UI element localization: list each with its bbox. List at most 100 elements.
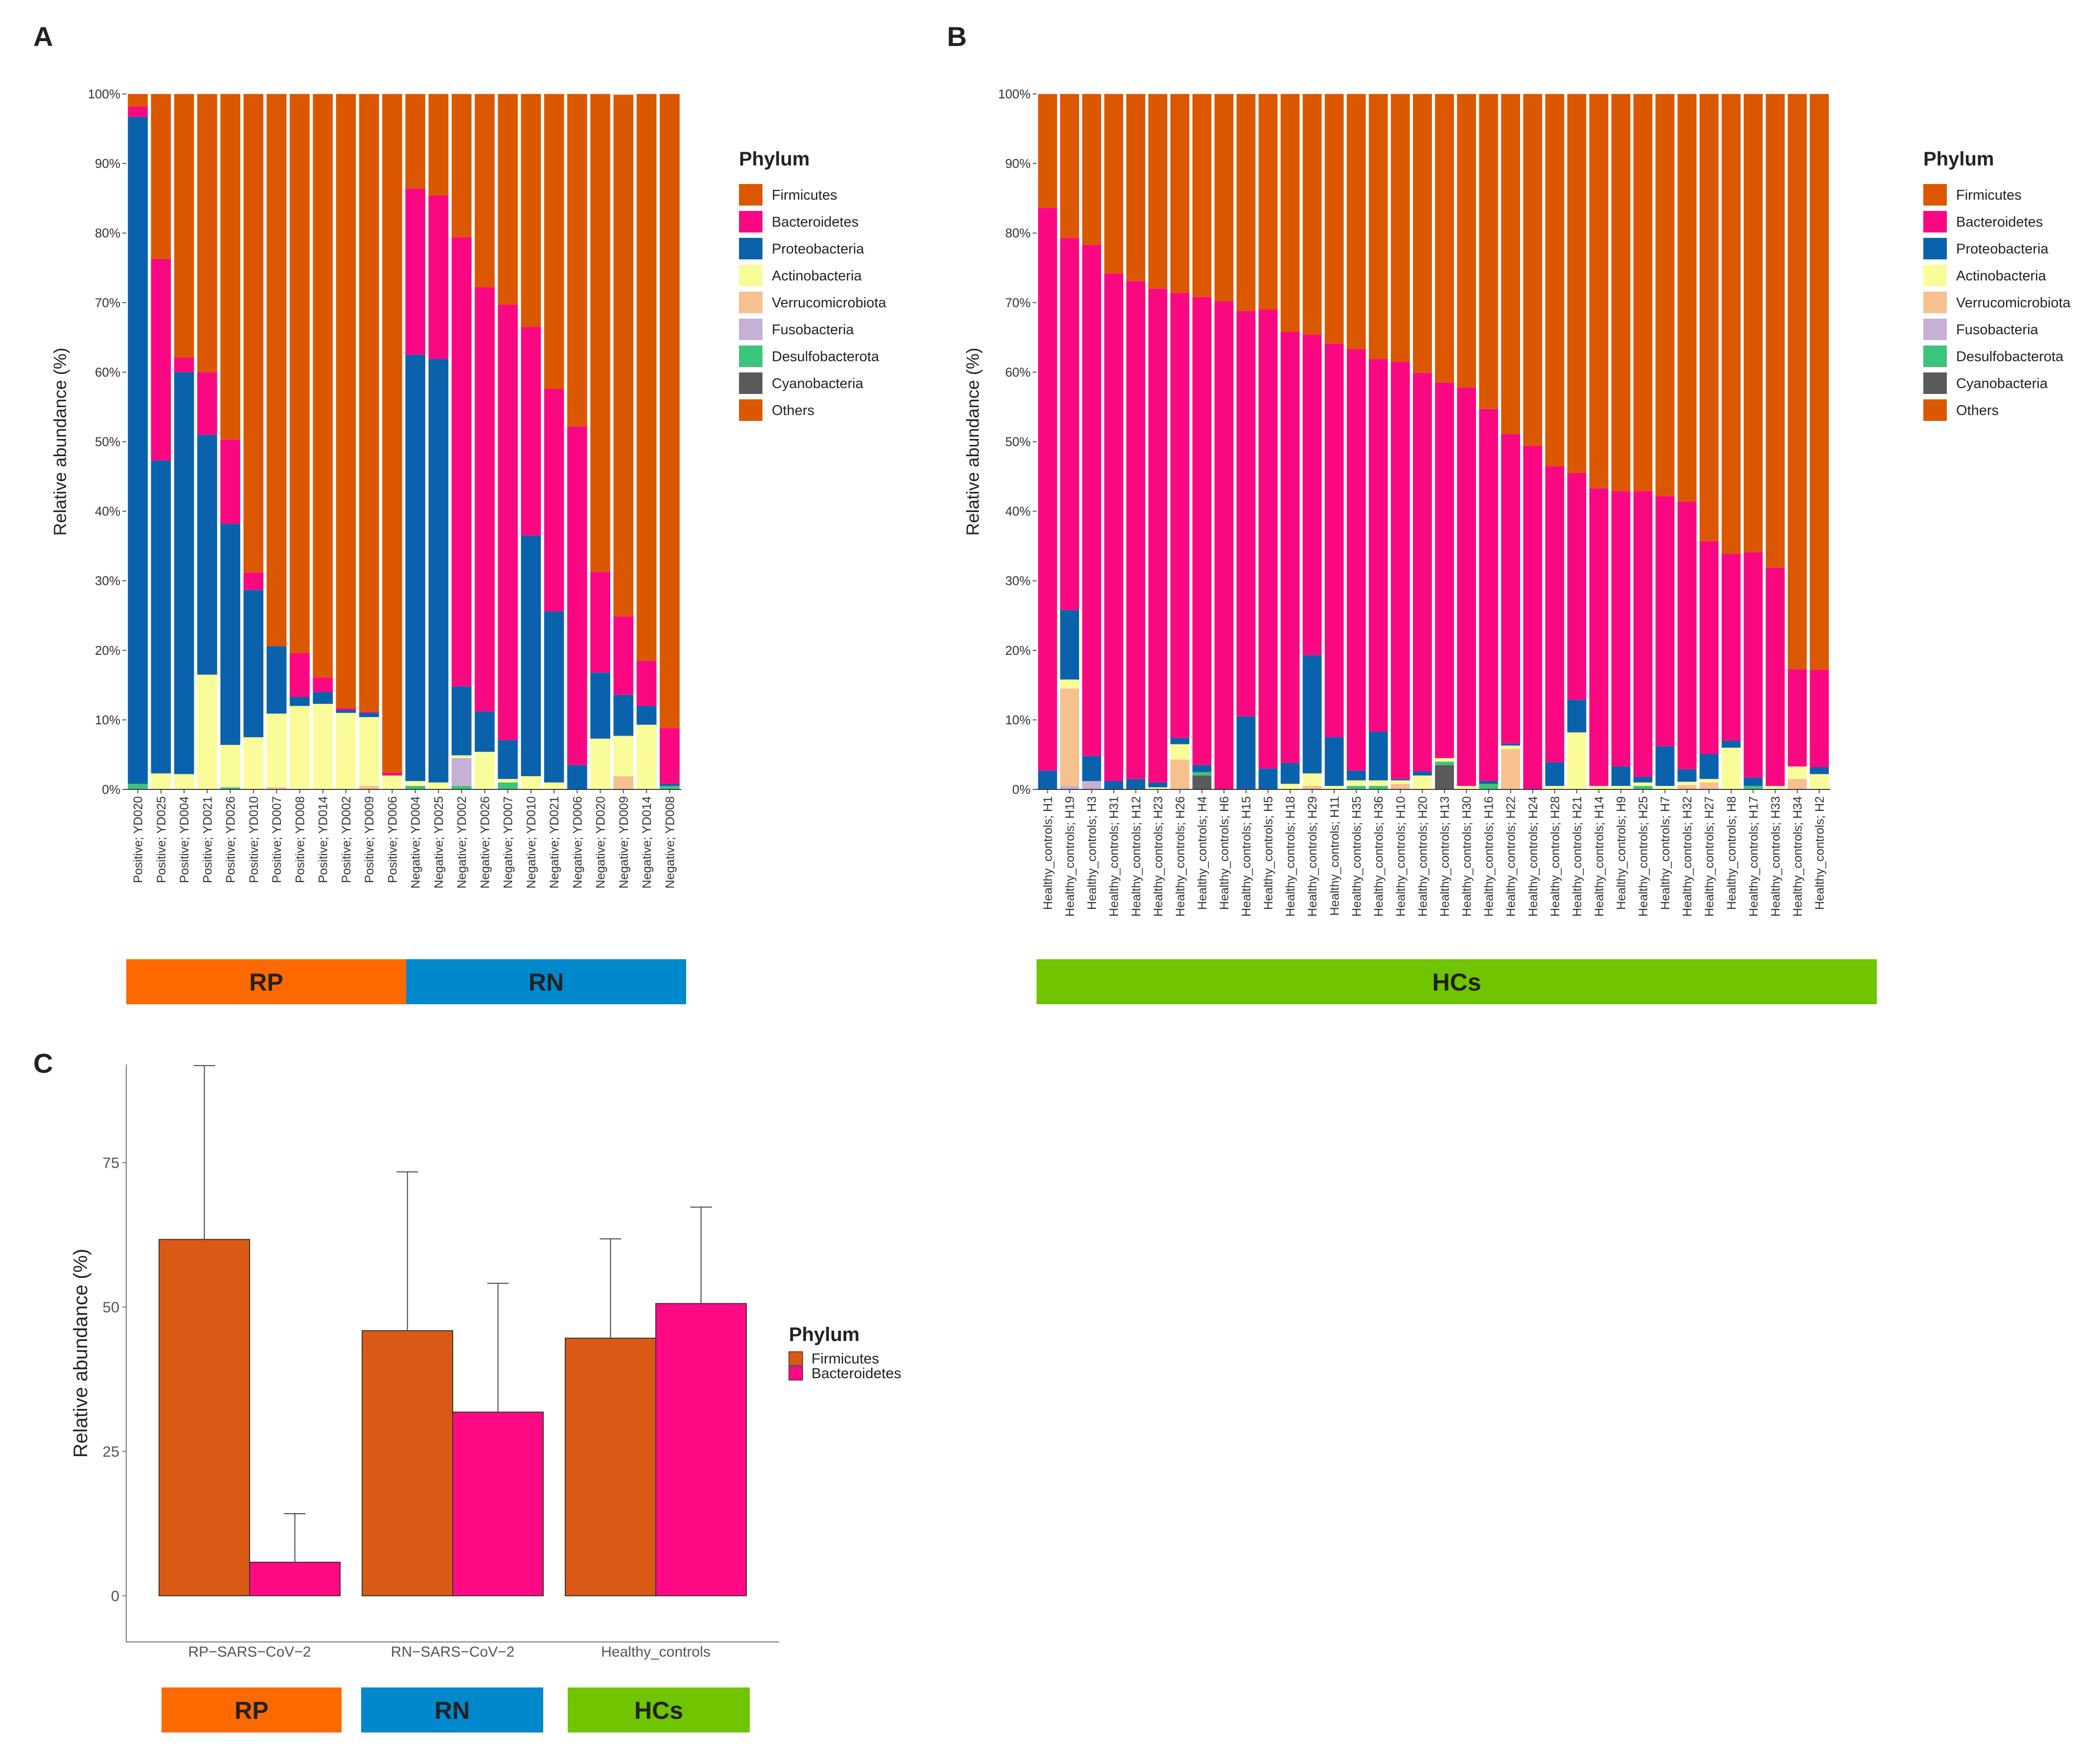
bar-segment-bacteroidetes: [1523, 446, 1543, 789]
bar-segment-verrucomicrobiota: [1699, 782, 1719, 789]
bar-segment-firmicutes: [1435, 94, 1454, 383]
bar-segment-firmicutes: [1391, 94, 1410, 362]
bar-segment-bacteroidetes: [174, 357, 194, 372]
bar-segment-bacteroidetes: [1368, 359, 1388, 732]
bar-segment-proteobacteria: [128, 116, 148, 784]
bar-segment-bacteroidetes: [1082, 245, 1102, 756]
y-tick-label: 50%: [95, 435, 120, 449]
x-tick-label: Healthy_controls; H27: [1703, 796, 1716, 917]
bar-segment-proteobacteria: [405, 354, 425, 781]
group-label: HCs: [634, 1697, 683, 1724]
legend-entry: Desulfobacterota: [772, 349, 879, 365]
legend-swatch: [739, 346, 762, 367]
bar-segment-bacteroidetes: [451, 237, 472, 687]
legend-entry: Others: [1956, 403, 1999, 418]
y-tick-label: 0%: [102, 782, 120, 797]
x-tick-label: Positive; YD021: [201, 796, 214, 883]
bar-segment-firmicutes: [151, 94, 171, 259]
bar-segment-actinobacteria: [359, 717, 379, 786]
x-tick-label: Healthy_controls; H5: [1262, 796, 1275, 910]
x-tick-label: Positive; YD008: [293, 796, 307, 883]
bar-segment-proteobacteria: [151, 460, 171, 774]
bar-segment-proteobacteria: [174, 372, 194, 774]
bar-segment-actinobacteria: [1501, 745, 1521, 749]
panel-a-stacked-bar-chart: 0% 10% 20% 30% 40% 50% 60% 70% 80% 90% 100% Relativ…: [50, 87, 887, 1004]
x-tick-label: Healthy_controls; H26: [1174, 796, 1187, 917]
bar-segment-firmicutes: [1721, 94, 1741, 554]
bar-segment-bacteroidetes: [382, 772, 402, 776]
bar-segment-bacteroidetes: [313, 677, 333, 693]
group-bar-rn: [361, 1687, 543, 1732]
y-tick-label: 80%: [1005, 226, 1031, 240]
bar-segment-desulfobacterota: [128, 784, 148, 789]
bar-segment-proteobacteria: [197, 435, 217, 675]
bar-segment-actinobacteria: [220, 745, 240, 787]
x-tick-label: Healthy_controls; H16: [1482, 796, 1496, 917]
bar-segment-actinobacteria: [313, 704, 333, 789]
y-tick-label: 70%: [1005, 295, 1031, 310]
bar-firmicutes: [362, 1330, 453, 1596]
x-tick-label: Negative; YD021: [548, 796, 561, 889]
bar-segment-firmicutes: [1170, 94, 1190, 293]
bar-firmicutes: [159, 1239, 250, 1596]
bar-segment-bacteroidetes: [1677, 501, 1697, 769]
bar-segment-bacteroidetes: [1302, 334, 1322, 655]
bar-segment-actinobacteria: [1810, 774, 1829, 789]
bar-segment-verrucomicrobiota: [613, 776, 634, 789]
bar-firmicutes: [565, 1338, 656, 1596]
bar-segment-desulfobacterota: [1743, 785, 1763, 789]
bar-segment-proteobacteria: [1038, 770, 1057, 789]
bar-segment-proteobacteria: [1391, 779, 1410, 781]
legend-swatch: [739, 319, 762, 340]
legend-swatch: [739, 292, 762, 313]
bar-segment-firmicutes: [475, 94, 495, 288]
bar-segment-actinobacteria: [1677, 782, 1697, 785]
bar-segment-proteobacteria: [1611, 766, 1631, 786]
bar-segment-actinobacteria: [405, 781, 425, 786]
x-tick-label: Healthy_controls; H2: [1813, 796, 1826, 910]
bar-segment-desulfobacterota: [451, 785, 472, 789]
x-tick-label: Positive; YD004: [178, 796, 191, 883]
bar-segment-proteobacteria: [1413, 771, 1432, 776]
bar-segment-proteobacteria: [1743, 777, 1763, 786]
bar-segment-actinobacteria: [1633, 782, 1653, 786]
bar-segment-bacteroidetes: [1192, 297, 1212, 765]
bar-segment-desulfobacterota: [220, 787, 240, 789]
bar-segment-fusobacteria: [451, 758, 472, 786]
x-tick-label: Positive; YD026: [224, 796, 238, 883]
x-tick-label: Healthy_controls; H30: [1460, 796, 1474, 917]
x-tick-label: Healthy_controls; H24: [1526, 796, 1540, 917]
bar-segment-actinobacteria: [1545, 785, 1565, 789]
bar-segment-proteobacteria: [428, 359, 449, 783]
bar-segment-firmicutes: [174, 94, 194, 358]
bar-segment-bacteroidetes: [1633, 491, 1653, 777]
y-tick-label: 50%: [1005, 435, 1031, 449]
bar-segment-actinobacteria: [1302, 773, 1322, 786]
bar-segment-bacteroidetes: [521, 327, 541, 536]
bar-segment-desulfobacterota: [405, 785, 425, 789]
legend-swatch: [1923, 346, 1947, 367]
bar-segment-proteobacteria: [1699, 754, 1719, 779]
bar-segment-firmicutes: [1567, 94, 1587, 473]
legend-entry: Desulfobacterota: [1956, 349, 2064, 365]
y-tick-label: 40%: [95, 504, 120, 519]
bar-segment-verrucomicrobiota: [1501, 749, 1521, 789]
bar-segment-desulfobacterota: [1633, 785, 1653, 789]
y-tick-label: 80%: [95, 226, 120, 240]
bar-segment-bacteroidetes: [1060, 238, 1079, 610]
legend-entry: Bacteroidetes: [772, 214, 858, 230]
y-tick-label: 100%: [88, 87, 121, 101]
legend-entry: Verrucomicrobiota: [772, 295, 887, 311]
x-tick-label: Healthy_controls; H36: [1372, 796, 1385, 917]
x-tick-label: Negative; YD004: [409, 796, 423, 889]
bar-segment-proteobacteria: [1192, 765, 1212, 772]
bar-segment-fusobacteria: [1082, 781, 1102, 789]
legend-title: Phylum: [789, 1324, 859, 1345]
group-label: RN: [529, 969, 564, 996]
bar-segment-firmicutes: [1192, 94, 1212, 297]
panel-label-b: B: [947, 21, 967, 52]
bar-segment-proteobacteria: [613, 694, 634, 736]
y-tick-label: 20%: [1005, 643, 1031, 658]
bar-segment-actinobacteria: [1435, 758, 1454, 762]
bar-segment-firmicutes: [1148, 94, 1168, 289]
